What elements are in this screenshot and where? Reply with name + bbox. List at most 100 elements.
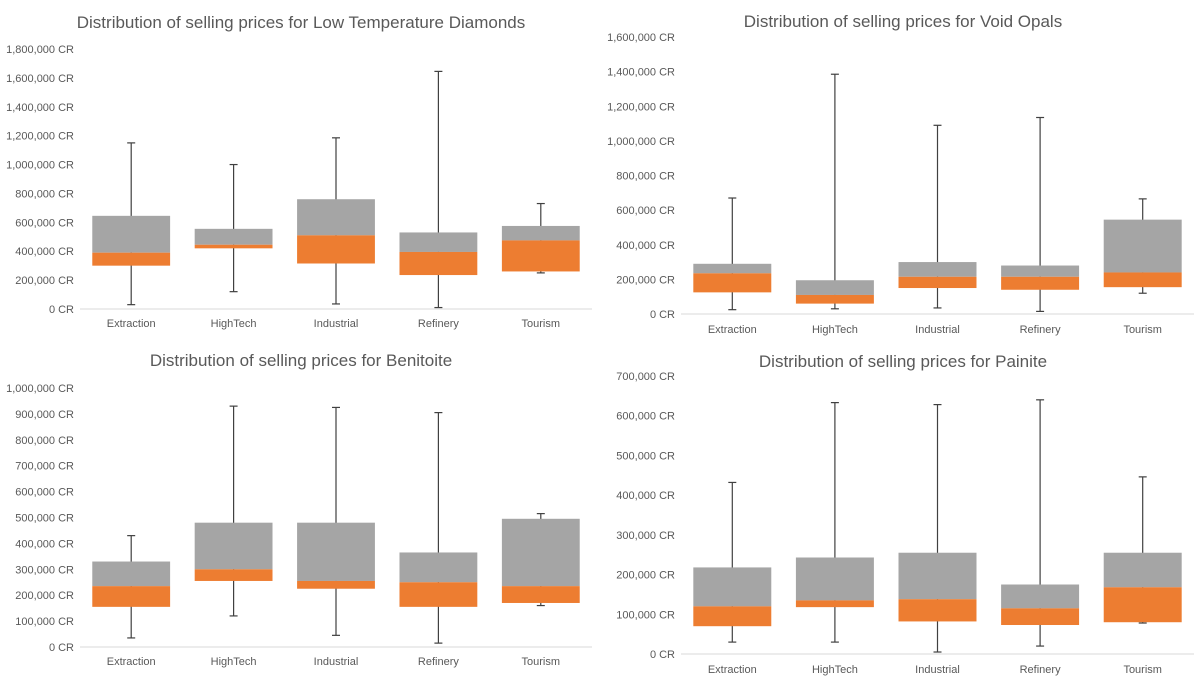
lower-box — [693, 606, 772, 627]
upper-box — [795, 557, 874, 601]
box-group-extraction — [693, 197, 772, 311]
x-category-label: Refinery — [418, 656, 459, 668]
box-group-tourism — [1103, 476, 1182, 624]
x-category-label: Tourism — [1123, 664, 1162, 676]
y-tick-label: 500,000 CR — [15, 513, 74, 525]
y-tick-label: 400,000 CR — [616, 490, 675, 502]
y-tick-label: 800,000 CR — [15, 435, 74, 447]
upper-box — [795, 280, 874, 295]
y-tick-label: 900,000 CR — [15, 409, 74, 421]
chart-title: Distribution of selling prices for Void … — [743, 12, 1063, 31]
upper-box — [501, 225, 580, 241]
lower-box — [297, 580, 375, 589]
y-tick-label: 1,000,000 CR — [6, 383, 74, 395]
y-tick-label: 200,000 CR — [616, 570, 675, 582]
chart-panel-benitoite: Distribution of selling prices for Benit… — [0, 339, 602, 678]
box-group-extraction — [92, 142, 171, 306]
box-group-industrial — [898, 403, 977, 653]
x-category-label: HighTech — [211, 656, 257, 668]
y-tick-label: 700,000 CR — [616, 371, 675, 383]
box-group-extraction — [92, 535, 171, 639]
y-tick-label: 800,000 CR — [616, 171, 675, 183]
lower-box — [898, 276, 977, 289]
chart-title: Distribution of selling prices for Low T… — [76, 13, 526, 32]
upper-box — [399, 552, 478, 583]
upper-box — [501, 518, 580, 587]
x-category-label: Industrial — [915, 324, 960, 336]
lower-box — [194, 569, 273, 581]
upper-box — [194, 228, 273, 245]
upper-box — [693, 567, 772, 607]
y-tick-label: 200,000 CR — [616, 274, 675, 286]
box-group-hightech — [194, 405, 273, 617]
y-tick-label: 400,000 CR — [15, 538, 74, 550]
upper-box — [399, 232, 478, 252]
upper-box — [1001, 265, 1080, 277]
y-tick-label: 200,000 CR — [15, 275, 74, 287]
chart-title: Distribution of selling prices for Paini… — [758, 352, 1048, 371]
box-group-refinery — [399, 70, 478, 309]
box-group-hightech — [795, 402, 874, 643]
upper-box — [92, 215, 171, 253]
y-tick-label: 300,000 CR — [15, 564, 74, 576]
y-tick-label: 700,000 CR — [15, 461, 74, 473]
lower-box — [399, 582, 478, 607]
lower-box — [898, 599, 977, 622]
y-tick-label: 100,000 CR — [15, 616, 74, 628]
y-tick-label: 1,800,000 CR — [6, 44, 74, 56]
upper-box — [1103, 219, 1182, 273]
y-tick-label: 0 CR — [49, 642, 74, 654]
y-tick-label: 100,000 CR — [616, 609, 675, 621]
x-category-label: Industrial — [314, 318, 359, 330]
upper-box — [693, 263, 772, 274]
box-group-hightech — [194, 163, 273, 293]
y-tick-label: 600,000 CR — [616, 411, 675, 423]
x-category-label: Tourism — [522, 656, 561, 668]
x-category-label: Industrial — [314, 656, 359, 668]
y-tick-label: 800,000 CR — [15, 188, 74, 200]
upper-box — [1103, 552, 1182, 588]
box-group-tourism — [501, 513, 580, 607]
box-group-hightech — [795, 73, 874, 310]
lower-box — [1103, 587, 1182, 623]
lower-box — [1103, 272, 1182, 288]
x-category-label: Industrial — [915, 664, 960, 676]
lower-box — [194, 244, 273, 249]
y-tick-label: 1,400,000 CR — [6, 102, 74, 114]
box-group-refinery — [1001, 399, 1080, 647]
chart-panel-painite: Distribution of selling prices for Paini… — [602, 339, 1204, 678]
upper-box — [194, 522, 273, 570]
lower-box — [92, 252, 171, 266]
chart-panel-low-temperature-diamonds: Distribution of selling prices for Low T… — [0, 0, 602, 339]
lower-box — [1001, 276, 1080, 290]
y-tick-label: 1,000,000 CR — [607, 136, 675, 148]
y-tick-label: 300,000 CR — [616, 530, 675, 542]
lower-box — [399, 251, 478, 276]
lower-box — [795, 294, 874, 304]
box-group-refinery — [1001, 116, 1080, 313]
chart-title: Distribution of selling prices for Benit… — [149, 351, 453, 370]
y-tick-label: 600,000 CR — [616, 205, 675, 217]
boxplot-svg: 0 CR 200,000 CR 400,000 CR 600,000 CR 800,00… — [607, 32, 1194, 336]
upper-box — [92, 561, 171, 587]
y-tick-label: 0 CR — [49, 304, 74, 316]
box-group-refinery — [399, 412, 478, 644]
y-tick-label: 400,000 CR — [15, 246, 74, 258]
upper-box — [898, 262, 977, 277]
box-group-tourism — [501, 202, 580, 274]
x-category-label: HighTech — [211, 318, 257, 330]
x-category-label: Tourism — [522, 318, 561, 330]
box-group-industrial — [297, 137, 375, 305]
lower-box — [92, 586, 171, 607]
x-category-label: Extraction — [708, 664, 757, 676]
boxplot-svg: 0 CR 100,000 CR 200,000 CR 300,000 CR 400,00… — [616, 371, 1194, 676]
x-category-label: Refinery — [1020, 664, 1061, 676]
x-category-label: Tourism — [1123, 324, 1162, 336]
y-tick-label: 0 CR — [650, 309, 675, 321]
x-category-label: HighTech — [812, 664, 858, 676]
y-tick-label: 1,000,000 CR — [6, 160, 74, 172]
boxplot-svg: 0 CR 100,000 CR 200,000 CR 300,000 CR 400,00… — [6, 383, 592, 668]
lower-box — [297, 235, 375, 264]
x-category-label: Refinery — [1020, 324, 1061, 336]
y-tick-label: 600,000 CR — [15, 487, 74, 499]
